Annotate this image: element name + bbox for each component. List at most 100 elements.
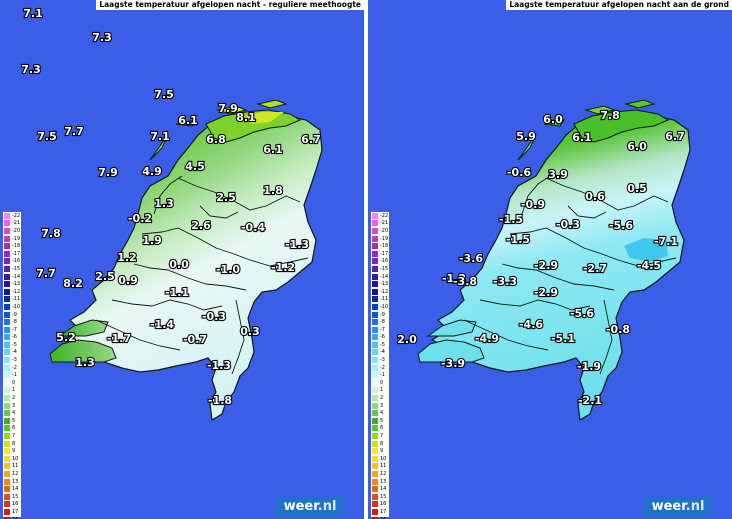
legend-entry: 5	[371, 417, 389, 425]
legend-swatch	[372, 319, 378, 326]
legend-swatch	[4, 486, 10, 493]
legend-entry: 3	[371, 402, 389, 410]
legend-label: -1	[12, 372, 17, 379]
legend-entry: -9	[3, 311, 21, 319]
temperature-label-right: -4.5	[637, 259, 661, 272]
legend-swatch	[372, 395, 378, 402]
legend-swatch	[4, 357, 10, 364]
legend-label: -16	[12, 258, 21, 265]
temperature-label-right: 0.6	[585, 190, 605, 203]
logo-suffix: .nl	[317, 499, 337, 514]
temperature-label-left: 7.3	[92, 31, 112, 44]
legend-entry: -15	[371, 265, 389, 273]
legend-entry: -13	[371, 280, 389, 288]
legend-label: 1	[12, 387, 16, 394]
legend-swatch	[372, 508, 378, 515]
legend-swatch	[4, 440, 10, 447]
legend-swatch	[4, 273, 10, 280]
legend-label: 12	[380, 470, 387, 477]
temperature-label-right: -4.6	[519, 318, 543, 331]
legend-label: -12	[380, 288, 389, 295]
temperature-label-left: 6.8	[206, 133, 226, 146]
land-right	[417, 99, 691, 421]
temperature-label-right: 0.5	[627, 182, 647, 195]
legend-swatch	[372, 212, 378, 219]
legend-label: -7	[380, 326, 385, 333]
legend-swatch	[4, 243, 10, 250]
temperature-label-right: 3.9	[548, 168, 568, 181]
temperature-label-left: 7.3	[21, 63, 41, 76]
legend-label: -10	[12, 303, 21, 310]
temperature-label-left: -1.3	[285, 238, 309, 251]
legend-label: 14	[380, 486, 387, 493]
legend-label: 7	[12, 433, 16, 440]
legend-swatch	[4, 349, 10, 356]
temperature-label-right: -2.9	[534, 286, 558, 299]
legend-entry: -6	[371, 334, 389, 342]
legend-entry: -20	[371, 227, 389, 235]
legend-swatch	[4, 463, 10, 470]
legend-label: 0	[380, 379, 384, 386]
legend-entry: 0	[371, 379, 389, 387]
legend-swatch	[372, 311, 378, 318]
legend-swatch	[4, 425, 10, 432]
legend-label: 17	[12, 508, 19, 515]
temperature-label-left: 0.3	[240, 325, 260, 338]
legend-label: -6	[380, 334, 385, 341]
legend-label: -6	[12, 334, 17, 341]
legend-label: -21	[12, 220, 21, 227]
temperature-label-right: 6.7	[665, 130, 685, 143]
legend-label: -10	[380, 303, 389, 310]
legend-swatch	[372, 288, 378, 295]
panel-separator	[364, 0, 368, 519]
temperature-label-left: 2.6	[191, 219, 211, 232]
legend-label: -1	[380, 372, 385, 379]
legend-entry: 14	[371, 485, 389, 493]
legend-entry: 15	[3, 493, 21, 501]
temperature-label-right: -1.9	[577, 360, 601, 373]
temperature-legend-right: -22 -21 -20 -19 -18 -17 -16 -15 -14 -13 -12 -11 -10-…	[371, 212, 389, 519]
legend-label: -8	[380, 319, 385, 326]
legend-entry: 1	[371, 387, 389, 395]
legend-label: -9	[380, 311, 385, 318]
legend-swatch	[372, 516, 378, 519]
temperature-label-right: -4.9	[475, 332, 499, 345]
legend-label: -20	[12, 227, 21, 234]
legend-label: 3	[12, 402, 16, 409]
legend-swatch	[372, 463, 378, 470]
legend-entry: 4	[3, 409, 21, 417]
legend-label: -11	[12, 296, 21, 303]
legend-swatch	[4, 379, 10, 386]
temperature-label-right: 2.0	[397, 333, 417, 346]
legend-entry: -18	[371, 242, 389, 250]
legend-entry: 6	[3, 425, 21, 433]
legend-label: 7	[380, 433, 384, 440]
legend-label: -7	[12, 326, 17, 333]
legend-entry: -13	[3, 280, 21, 288]
legend-entry: 8	[371, 440, 389, 448]
legend-entry: -12	[3, 288, 21, 296]
legend-label: 9	[12, 448, 16, 455]
legend-swatch	[4, 303, 10, 310]
temperature-label-right: 5.9	[516, 130, 536, 143]
temperature-label-right: -1.2	[442, 272, 466, 285]
weer-nl-logo-right[interactable]: weer.nl	[644, 497, 712, 517]
legend-entry: -9	[371, 311, 389, 319]
legend-label: 16	[380, 501, 387, 508]
legend-swatch	[4, 296, 10, 303]
legend-swatch	[372, 433, 378, 440]
legend-entry: 8	[3, 440, 21, 448]
temperature-label-left: 6.7	[301, 133, 321, 146]
legend-entry: 9	[371, 447, 389, 455]
legend-swatch	[372, 455, 378, 462]
legend-swatch	[372, 303, 378, 310]
legend-label: -22	[380, 212, 389, 219]
legend-label: 13	[380, 478, 387, 485]
temperature-label-left: 8.1	[236, 111, 256, 124]
legend-label: -11	[380, 296, 389, 303]
legend-swatch	[372, 250, 378, 257]
legend-entry: -5	[371, 341, 389, 349]
legend-label: -22	[12, 212, 21, 219]
legend-swatch	[372, 235, 378, 242]
weer-nl-logo-left[interactable]: weer.nl	[276, 497, 344, 517]
